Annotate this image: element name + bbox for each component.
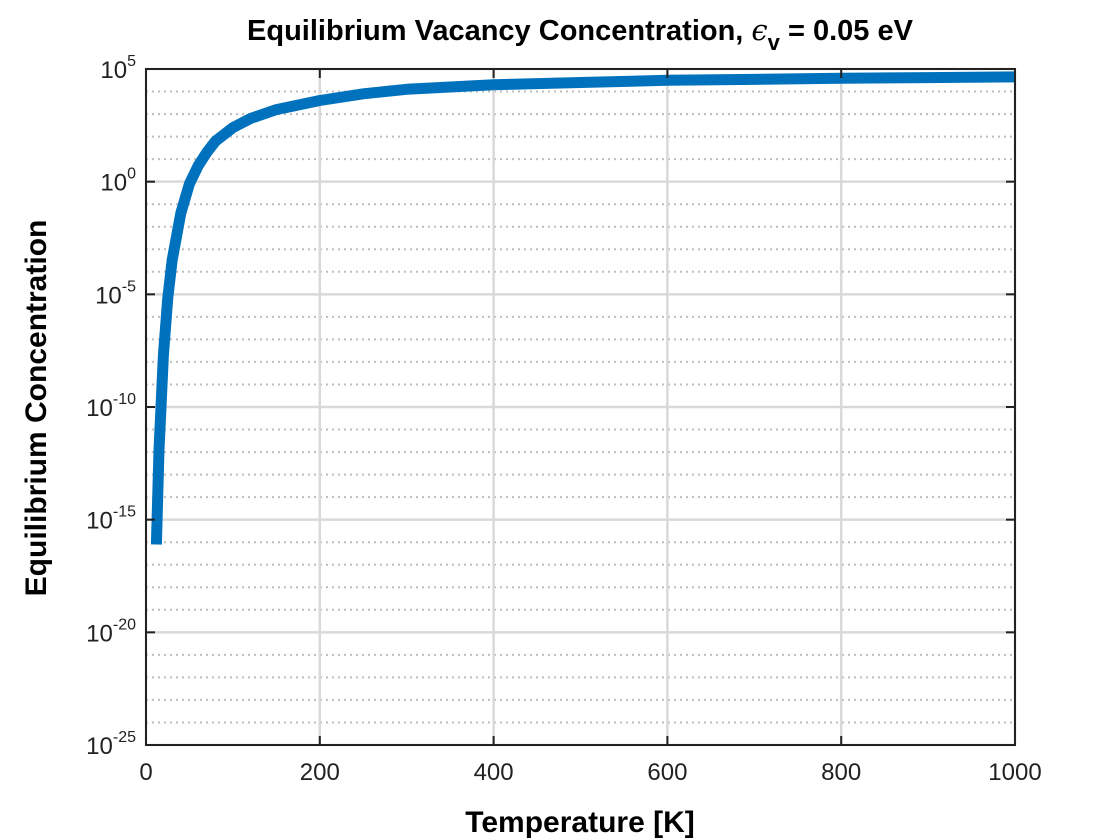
x-tick-labels: 0 200 400 600 800 1000	[139, 759, 1041, 786]
series-layer	[150, 71, 1016, 545]
y-tick-base: 10	[86, 733, 113, 760]
y-tick-label: 10-5	[95, 278, 136, 309]
title-symbol: ϵ	[751, 13, 767, 47]
title-suffix: = 0.05 eV	[780, 15, 914, 47]
y-tick-base: 10	[86, 395, 113, 422]
x-tick-label: 0	[139, 759, 152, 786]
y-tick-exponent: -5	[122, 278, 136, 295]
y-tick-label: 100	[100, 166, 136, 197]
grid	[144, 67, 1017, 747]
y-tick-base: 10	[86, 508, 113, 535]
y-tick-label: 10-10	[86, 391, 136, 422]
y-tick-label: 105	[100, 53, 136, 84]
x-tick-label: 1000	[988, 759, 1041, 786]
y-tick-label: 10-15	[86, 504, 136, 535]
y-tick-base: 10	[95, 282, 122, 309]
chart-title: Equilibrium Vacancy Concentration, ϵv = …	[247, 13, 914, 55]
x-tick-label: 400	[474, 759, 514, 786]
y-tick-base: 10	[100, 57, 127, 84]
y-tick-exponent: -20	[113, 616, 136, 633]
x-tick-label: 600	[647, 759, 687, 786]
x-axis-label: Temperature [K]	[465, 806, 694, 839]
y-tick-base: 10	[100, 170, 127, 197]
title-subscript: v	[768, 30, 781, 55]
y-axis-label: Equilibrium Concentration	[20, 220, 53, 597]
y-tick-label: 10-20	[86, 616, 136, 647]
ticks	[145, 68, 1016, 746]
series-line	[150, 71, 1016, 545]
y-tick-base: 10	[86, 620, 113, 647]
y-tick-exponent: 0	[127, 166, 136, 183]
x-tick-label: 800	[821, 759, 861, 786]
x-tick-label: 200	[300, 759, 340, 786]
title-main: Equilibrium Vacancy Concentration,	[247, 15, 751, 47]
y-tick-exponent: -10	[113, 391, 136, 408]
y-tick-exponent: -25	[113, 729, 136, 746]
y-tick-exponent: -15	[113, 504, 136, 521]
y-tick-exponent: 5	[127, 53, 136, 70]
y-tick-label: 10-25	[86, 729, 136, 760]
